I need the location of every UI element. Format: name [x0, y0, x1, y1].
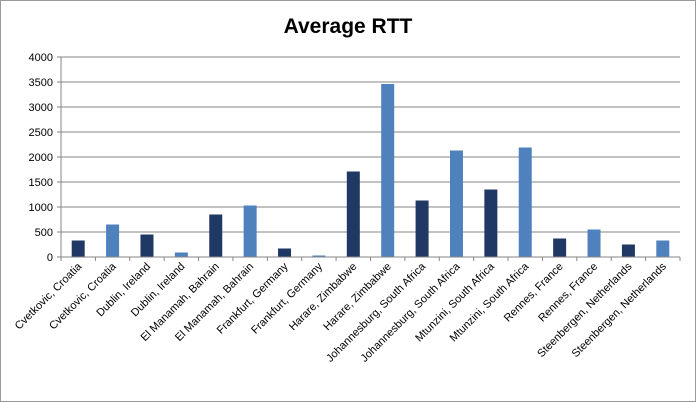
x-tick-label: Rennes, France	[502, 261, 566, 325]
bar	[656, 240, 670, 257]
gridlines	[57, 56, 680, 258]
bar	[587, 229, 601, 257]
x-tick-label: Rennes, France	[536, 261, 600, 325]
y-tick-label: 2000	[29, 152, 53, 164]
bar	[415, 200, 429, 257]
bar	[243, 205, 257, 257]
chart-title: Average RTT	[284, 15, 413, 38]
bar	[553, 238, 567, 257]
bar	[106, 224, 120, 257]
y-tick-label: 1500	[29, 177, 53, 189]
bar	[518, 147, 532, 257]
y-tick-label: 3000	[29, 102, 53, 114]
axes	[60, 57, 681, 261]
bars	[71, 84, 670, 257]
y-tick-labels: 0 500 1000 1500 2000 2500 3000 3500 4000	[29, 52, 53, 264]
y-tick-label: 4000	[29, 52, 53, 64]
bar	[449, 150, 463, 257]
bar	[484, 189, 498, 257]
bar	[278, 248, 292, 257]
bar	[71, 240, 85, 257]
bar	[209, 214, 223, 257]
bar	[140, 234, 154, 257]
bar	[621, 244, 635, 257]
y-tick-label: 2500	[29, 127, 53, 139]
bar	[346, 171, 360, 257]
bar	[381, 84, 395, 257]
y-tick-label: 3500	[29, 77, 53, 89]
bar	[312, 255, 326, 257]
y-tick-label: 0	[47, 252, 53, 264]
y-tick-label: 1000	[29, 202, 53, 214]
bar	[174, 252, 188, 257]
y-tick-label: 500	[35, 227, 53, 239]
